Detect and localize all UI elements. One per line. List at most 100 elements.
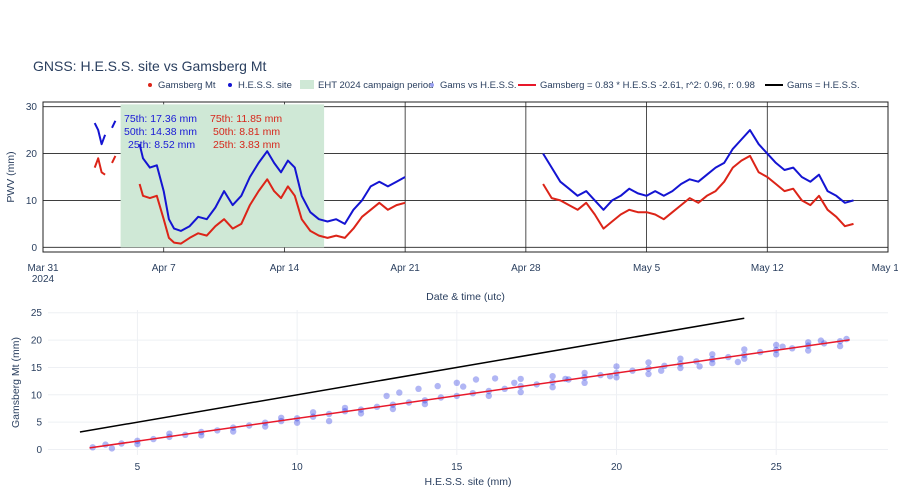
scatter-point: [613, 363, 620, 370]
scatter-point: [658, 367, 665, 374]
scatter-plot: 5 10 15 20 25 0 5 10 15 20 25 Gamsberg Mt (mm) H.E…: [10, 308, 888, 488]
scatter-grid: [48, 310, 888, 455]
scatter-point: [396, 389, 403, 396]
scatter-point: [293, 419, 301, 426]
legend-marker-2: [300, 80, 314, 89]
scatter-point: [549, 373, 556, 380]
scatter-point: [549, 384, 556, 391]
scatter-y-axis-label: Gamsberg Mt (mm): [10, 337, 22, 428]
ts-xtick-7: May 19: [872, 263, 898, 274]
sc-ytick-1: 5: [36, 418, 42, 429]
legend-label-3: Gams vs H.E.S.S.: [440, 80, 517, 91]
scatter-point: [198, 432, 205, 439]
ts-xtick-sub-0: 2024: [32, 274, 55, 285]
gamsberg-line-segment-2: [138, 178, 406, 245]
scatter-point: [613, 374, 620, 381]
scatter-point: [134, 440, 141, 448]
scatter-point: [357, 410, 365, 417]
scatter-point: [309, 409, 317, 416]
scatter-point: [383, 392, 390, 400]
scatter-point: [472, 376, 480, 383]
scatter-point: [491, 375, 499, 382]
legend-label-2: EHT 2024 campaign period: [318, 80, 433, 91]
time-series-y-axis-label: PWV (mm): [5, 151, 17, 202]
scatter-point: [773, 341, 780, 349]
scatter-point: [434, 382, 441, 390]
gamsberg-line-segment-3: [542, 154, 854, 230]
scatter-point: [485, 392, 492, 400]
hess-line-segment-3: [542, 129, 854, 211]
ts-xtick-2: Apr 14: [270, 263, 300, 274]
scatter-point: [421, 400, 429, 408]
scatter-lines: [79, 317, 850, 449]
scatter-point: [278, 414, 285, 421]
legend-label-1: H.E.S.S. site: [238, 80, 292, 91]
scatter-point: [779, 343, 786, 350]
hess-line-segment-2: [138, 143, 406, 232]
time-series-lines: [93, 120, 854, 245]
legend-marker-3: [430, 83, 434, 87]
ts-xtick-3: Apr 21: [390, 263, 420, 274]
identity-line: [79, 317, 745, 433]
gamsberg-line-segment-1: [111, 155, 117, 164]
scatter-x-axis-label: H.E.S.S. site (mm): [425, 476, 512, 488]
sc-ytick-2: 10: [31, 390, 43, 401]
scatter-point: [805, 339, 812, 346]
scatter-ticks: 5 10 15 20 25 0 5 10 15 20 25: [31, 308, 782, 473]
sc-xtick-0: 5: [135, 462, 141, 473]
ts-ytick-1: 10: [26, 196, 38, 207]
sc-xtick-1: 10: [292, 462, 304, 473]
scatter-point: [741, 355, 748, 362]
scatter-point: [341, 404, 349, 412]
scatter-point: [517, 388, 524, 396]
scatter-point: [645, 359, 652, 366]
legend-marker-0: [148, 83, 152, 87]
time-series-frame: [42, 101, 889, 253]
scatter-point: [389, 405, 397, 413]
scatter-point: [108, 445, 116, 452]
hess-percentile-0: 75th: 17.36 mm: [124, 113, 197, 125]
scatter-point: [696, 363, 703, 370]
sc-ytick-5: 25: [31, 308, 43, 319]
ts-ytick-2: 20: [26, 149, 38, 160]
gamsberg-percentile-2: 25th: 3.83 mm: [213, 139, 280, 151]
scatter-point: [805, 347, 812, 354]
ts-xtick-5: May 5: [633, 263, 661, 274]
ts-ytick-0: 0: [31, 243, 37, 254]
scatter-point: [453, 379, 460, 386]
ts-xtick-6: May 12: [751, 263, 784, 274]
ts-xtick-4: Apr 28: [511, 263, 541, 274]
sc-xtick-2: 15: [451, 462, 463, 473]
scatter-point: [709, 351, 716, 358]
legend-marker-1: [228, 83, 232, 87]
hess-percentile-1: 50th: 14.38 mm: [124, 126, 197, 138]
sc-ytick-0: 0: [36, 445, 42, 456]
scatter-point: [511, 379, 518, 386]
scatter-point: [415, 385, 422, 392]
sc-ytick-4: 20: [31, 336, 43, 347]
legend: Gamsberg Mt H.E.S.S. site EHT 2024 campaig…: [148, 80, 860, 91]
scatter-point: [517, 375, 524, 383]
scatter-point: [581, 369, 588, 377]
scatter-point: [230, 428, 237, 435]
scatter-point: [581, 379, 588, 386]
scatter-point: [734, 358, 742, 366]
ts-xtick-1: Apr 7: [152, 263, 176, 274]
scatter-points: [89, 335, 850, 452]
gamsberg-percentile-0: 75th: 11.85 mm: [210, 113, 282, 125]
gamsberg-percentile-1: 50th: 8.81 mm: [213, 126, 280, 138]
scatter-point: [325, 417, 333, 425]
scatter-point: [773, 351, 780, 358]
sc-ytick-3: 15: [31, 363, 43, 374]
legend-label-0: Gamsberg Mt: [158, 80, 216, 91]
scatter-point: [709, 359, 716, 367]
scatter-point: [741, 346, 748, 353]
legend-label-5: Gams = H.E.S.S.: [787, 80, 860, 91]
scatter-point: [836, 342, 844, 350]
hess-percentile-2: 25th: 8.52 mm: [128, 139, 195, 151]
scatter-point: [817, 337, 825, 344]
